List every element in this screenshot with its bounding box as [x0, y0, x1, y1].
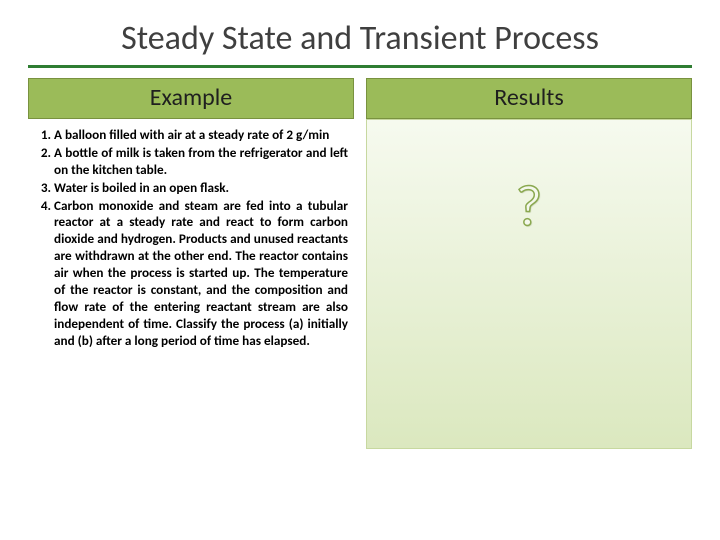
- list-item: Water is boiled in an open flask.: [54, 180, 350, 197]
- two-column-layout: Example A balloon filled with air at a s…: [28, 78, 692, 449]
- example-list: A balloon filled with air at a steady ra…: [28, 119, 354, 350]
- page-title: Steady State and Transient Process: [28, 18, 692, 59]
- results-column: Results ?: [366, 78, 692, 449]
- list-item: A bottle of milk is taken from the refri…: [54, 145, 350, 179]
- example-header: Example: [28, 78, 354, 119]
- question-mark-icon: ?: [516, 170, 543, 241]
- results-header: Results: [366, 78, 692, 119]
- list-item: A balloon filled with air at a steady ra…: [54, 127, 350, 144]
- example-column: Example A balloon filled with air at a s…: [28, 78, 354, 449]
- slide-container: Steady State and Transient Process Examp…: [0, 0, 720, 540]
- list-item: Carbon monoxide and steam are fed into a…: [54, 198, 350, 350]
- title-underline: [28, 65, 692, 68]
- results-body: ?: [366, 119, 692, 449]
